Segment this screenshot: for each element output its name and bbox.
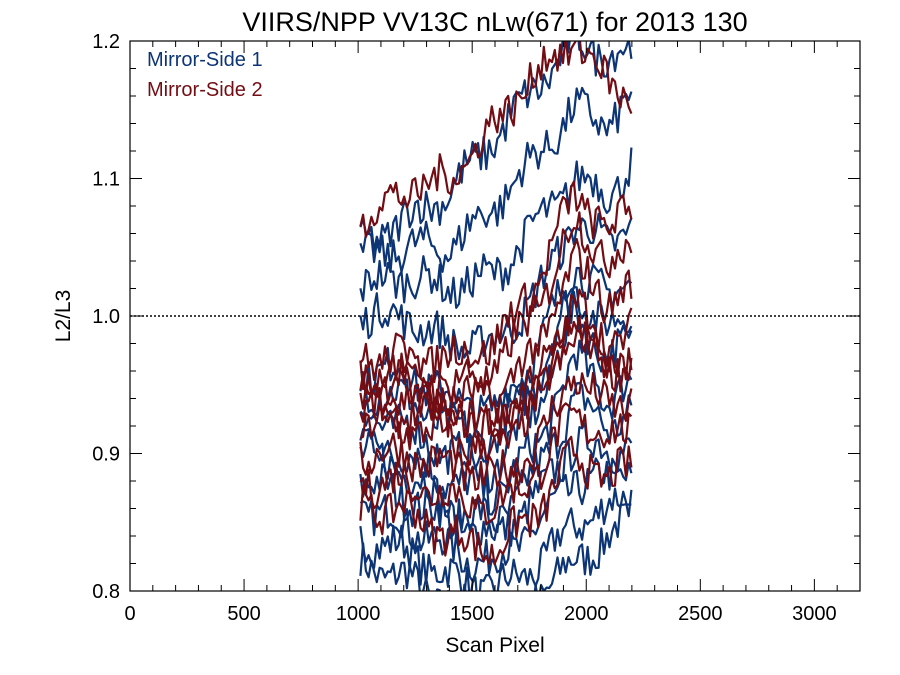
series-1-line-11 <box>359 147 633 309</box>
series-1-line-5 <box>359 381 633 539</box>
series-layer <box>359 41 633 591</box>
y-tick-label-3: 1.1 <box>92 169 120 191</box>
y-tick-label-2: 1.0 <box>92 306 120 328</box>
series-1-line-3 <box>359 457 633 583</box>
x-tick-label-5: 2500 <box>678 603 723 625</box>
legend-item-mirror-side-1: Mirror-Side 1 <box>147 49 263 71</box>
series-2-line-1 <box>359 435 633 566</box>
legend-item-mirror-side-2: Mirror-Side 2 <box>147 79 263 101</box>
series-2 <box>359 41 633 566</box>
chart-title: VIIRS/NPP VV13C nLw(671) for 2013 130 <box>242 7 747 37</box>
x-tick-label-2: 1000 <box>336 603 381 625</box>
x-tick-label-4: 2000 <box>564 603 609 625</box>
y-tick-label-4: 1.2 <box>92 31 120 53</box>
x-tick-label-1: 500 <box>227 603 260 625</box>
y-axis-label: L2/L3 <box>52 290 75 343</box>
series-2-line-2 <box>359 402 633 526</box>
ticks-layer: 0 500 1000 1500 2000 2500 3000 0.8 0.9 1.0 1.1 1.2 <box>92 31 860 625</box>
series-1-line-12 <box>359 86 633 273</box>
series-1-line-1 <box>359 503 632 591</box>
x-tick-label-0: 0 <box>124 603 135 625</box>
series-2-line-5 <box>359 288 633 440</box>
x-axis-label: Scan Pixel <box>445 634 544 657</box>
series-2-line-10 <box>359 41 633 239</box>
legend: Mirror-Side 1 Mirror-Side 2 <box>147 49 263 101</box>
series-2-line-8 <box>359 180 633 384</box>
series-2-line-7 <box>359 211 633 406</box>
y-tick-label-0: 0.8 <box>92 581 120 603</box>
series-2-line-9 <box>359 314 633 447</box>
series-1-line-2 <box>359 487 633 591</box>
x-tick-label-3: 1500 <box>450 603 495 625</box>
series-2-line-3 <box>359 371 633 492</box>
y-tick-label-1: 0.9 <box>92 444 120 466</box>
x-tick-label-6: 3000 <box>792 603 837 625</box>
